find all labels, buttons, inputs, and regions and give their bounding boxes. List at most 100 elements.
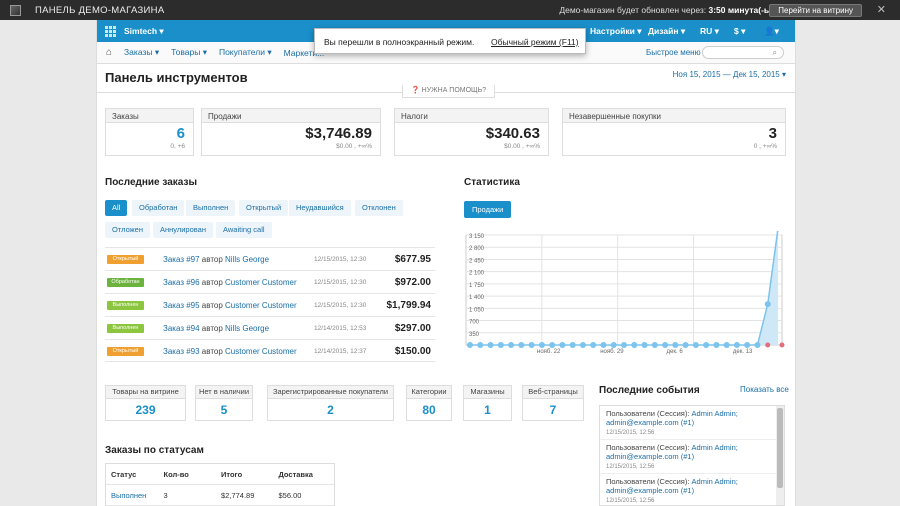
order-row[interactable]: Открытый Заказ #93 автор Customer Custom… — [105, 339, 435, 362]
card-value: 6 — [176, 125, 185, 142]
menu-customers[interactable]: Покупатели ▾ — [218, 47, 272, 57]
stat-card-customers[interactable]: Зарегистрированные покупатели 2 — [267, 385, 394, 421]
y-tick-label: 1 050 — [469, 307, 485, 313]
language-selector[interactable]: RU ▾ — [700, 26, 719, 36]
status-badge: Открытый — [107, 347, 144, 356]
data-point — [600, 342, 607, 348]
filter-awaiting-call[interactable]: Awaiting call — [216, 222, 272, 238]
filter-all[interactable]: All — [105, 200, 128, 216]
row-total: $2,774.89 — [221, 490, 255, 500]
order-link[interactable]: Заказ #97 — [163, 255, 200, 264]
stat-label: Зарегистрированные покупатели — [268, 386, 393, 399]
y-tick-label: 1 400 — [469, 295, 485, 301]
show-all-events-link[interactable]: Показать все — [740, 385, 789, 394]
data-point — [508, 342, 515, 348]
menu-products[interactable]: Товары ▾ — [171, 47, 207, 57]
customer-link[interactable]: Customer Customer — [225, 301, 297, 310]
data-point — [641, 342, 648, 348]
home-icon[interactable]: ⌂ — [106, 47, 113, 58]
order-row[interactable]: Открытый Заказ #97 автор Nills George 12… — [105, 247, 435, 270]
order-text: Заказ #95 автор Customer Customer — [163, 301, 297, 310]
stat-card-stores[interactable]: Магазины 1 — [463, 385, 512, 421]
x-tick-label: нояб. 29 — [600, 349, 624, 355]
order-link[interactable]: Заказ #94 — [163, 324, 200, 333]
card-label: Продажи — [202, 109, 380, 123]
go-to-storefront-button[interactable]: Перейти на витрину — [769, 4, 862, 17]
order-date: 12/15/2015, 12:30 — [314, 302, 367, 309]
stat-card-categories[interactable]: Категории 80 — [406, 385, 452, 421]
apps-grid-icon[interactable] — [105, 25, 116, 37]
menu-orders[interactable]: Заказы ▾ — [124, 47, 160, 57]
orders-by-status-title: Заказы по статусам — [105, 445, 204, 456]
stat-value: 239 — [135, 403, 156, 417]
y-tick-label: 3 150 — [469, 234, 485, 240]
order-link[interactable]: Заказ #95 — [163, 301, 200, 310]
data-point — [692, 342, 699, 348]
card-label: Налоги — [395, 109, 548, 123]
order-link[interactable]: Заказ #96 — [163, 278, 200, 287]
order-row[interactable]: Обработан Заказ #96 автор Customer Custo… — [105, 270, 435, 293]
event-user-link[interactable]: Admin Admin; — [691, 477, 738, 486]
user-menu[interactable]: 👤▾ — [764, 26, 779, 36]
x-tick-label: дек. 13 — [733, 349, 753, 355]
y-tick-label: 350 — [469, 332, 480, 338]
order-text: Заказ #97 автор Nills George — [163, 255, 270, 264]
col-shipping: Доставка — [278, 469, 313, 479]
order-amount: $297.00 — [394, 323, 431, 334]
scrollbar-thumb[interactable] — [777, 408, 783, 488]
stat-card-out-of-stock[interactable]: Нет в наличии 5 — [195, 385, 253, 421]
customer-link[interactable]: Customer Customer — [225, 347, 297, 356]
stat-value: 2 — [327, 403, 334, 417]
help-button[interactable]: ❓ НУЖНА ПОМОЩЬ? — [402, 85, 496, 98]
date-range-picker[interactable]: Ноя 15, 2015 — Дек 15, 2015 ▾ — [672, 70, 786, 79]
menu-marketing[interactable]: Маркети... — [283, 47, 325, 58]
event-item: Пользователи (Сессия): Admin Admin; admin… — [600, 474, 784, 505]
event-email-link[interactable]: admin@example.com (#1) — [606, 486, 695, 495]
card-value: $340.63 — [485, 125, 540, 142]
order-row[interactable]: Выполнен Заказ #95 автор Customer Custom… — [105, 293, 435, 316]
customer-link[interactable]: Nills George — [225, 255, 270, 264]
summary-card-abandoned[interactable]: Незавершенные покупки 3 0 , +∞% — [562, 108, 786, 156]
settings-menu[interactable]: Настройки ▾ — [590, 26, 642, 36]
recent-events-title: Последние события — [599, 385, 700, 396]
stat-label: Категории — [407, 386, 451, 399]
filter-open[interactable]: Открытый — [239, 200, 289, 216]
event-user-link[interactable]: Admin Admin; — [691, 409, 738, 418]
filter-backordered[interactable]: Отложен — [105, 222, 150, 238]
status-link[interactable]: Выполнен — [111, 490, 147, 500]
summary-card-taxes[interactable]: Налоги $340.63 $0.00 , +∞% — [394, 108, 549, 156]
order-link[interactable]: Заказ #93 — [163, 347, 200, 356]
filter-canceled[interactable]: Аннулирован — [153, 222, 213, 238]
events-scrollbar[interactable] — [776, 406, 784, 505]
sales-tab[interactable]: Продажи — [464, 201, 512, 218]
exit-fullscreen-link[interactable]: Обычный режим (F11) — [491, 37, 579, 47]
filter-declined[interactable]: Отклонен — [355, 200, 403, 216]
filter-processed[interactable]: Обработан — [132, 200, 185, 216]
card-delta: $0.00 , +∞% — [504, 143, 540, 150]
search-input[interactable]: ⌕ — [702, 46, 784, 59]
store-selector[interactable]: Simtech ▾ — [124, 25, 164, 36]
admin-topbar: ПАНЕЛЬ ДЕМО-МАГАЗИНА Демо-магазин будет … — [0, 0, 900, 20]
currency-selector[interactable]: $ ▾ — [734, 26, 746, 36]
summary-card-orders[interactable]: Заказы 6 0, +6 — [105, 108, 194, 156]
summary-card-sales[interactable]: Продажи $3,746.89 $0.00 , +∞% — [201, 108, 381, 156]
order-amount: $1,799.94 — [386, 300, 432, 311]
close-icon[interactable]: ✕ — [876, 4, 886, 16]
stat-card-pages[interactable]: Веб-страницы 7 — [522, 385, 584, 421]
data-point — [549, 342, 556, 348]
stat-label: Товары на витрине — [106, 386, 185, 399]
event-email-link[interactable]: admin@example.com (#1) — [606, 452, 695, 461]
customer-link[interactable]: Nills George — [225, 324, 270, 333]
event-user-link[interactable]: Admin Admin; — [691, 443, 738, 452]
stat-card-products[interactable]: Товары на витрине 239 — [105, 385, 186, 421]
order-row[interactable]: Выполнен Заказ #94 автор Nills George 12… — [105, 316, 435, 339]
customer-link[interactable]: Customer Customer — [225, 278, 297, 287]
card-delta: $0.00 , +∞% — [336, 143, 372, 150]
filter-failed[interactable]: Неудавшийся — [289, 200, 351, 216]
filter-complete[interactable]: Выполнен — [186, 200, 236, 216]
design-menu[interactable]: Дизайн ▾ — [648, 26, 686, 36]
event-email-link[interactable]: admin@example.com (#1) — [606, 418, 695, 427]
stat-value: 1 — [484, 403, 491, 417]
event-item: Пользователи (Сессия): Admin Admin; admin… — [600, 440, 784, 474]
quick-menu-link[interactable]: Быстрое меню — [646, 48, 701, 57]
